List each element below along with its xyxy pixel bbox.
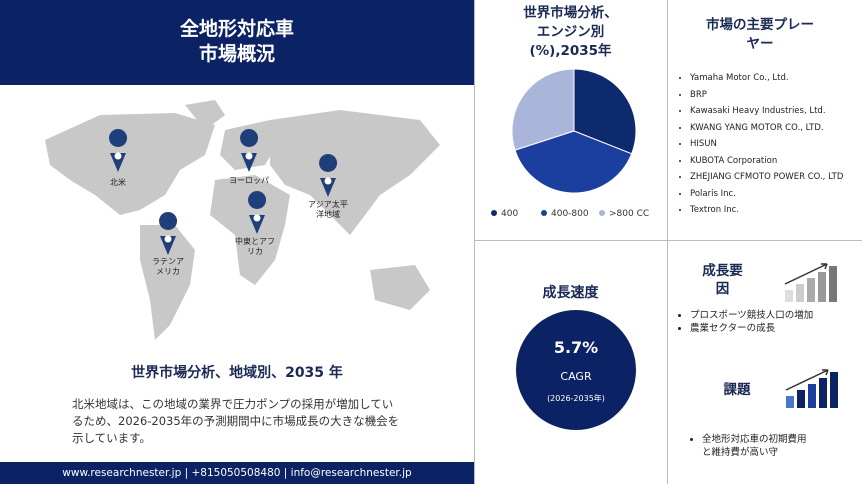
growth-title: 成長要因 bbox=[702, 263, 743, 297]
north-america bbox=[45, 113, 215, 215]
pin bbox=[319, 154, 338, 197]
player: Yamaha Motor Co., Ltd. bbox=[690, 70, 858, 87]
pin bbox=[159, 212, 178, 255]
pin bbox=[240, 129, 259, 172]
player: KWANG YANG MOTOR CO., LTD. bbox=[690, 120, 858, 137]
map-caption: 世界市場分析、地域別、2035 年 bbox=[131, 365, 343, 381]
cagr-label: CAGR bbox=[560, 370, 592, 383]
player: HISUN bbox=[690, 136, 858, 153]
pie-slice bbox=[514, 130, 633, 194]
greenland bbox=[185, 100, 225, 130]
growth-icon bbox=[784, 263, 837, 302]
region-label: 中東とアフリカ bbox=[235, 237, 275, 256]
player: KUBOTA Corporation bbox=[690, 153, 858, 170]
south-america bbox=[140, 225, 195, 340]
players-list: Yamaha Motor Co., Ltd.BRPKawasaki Heavy … bbox=[678, 70, 858, 219]
region-label: ラテンアメリカ bbox=[152, 257, 184, 276]
challenges-title: 課題 bbox=[723, 382, 751, 398]
player: BRP bbox=[690, 87, 858, 104]
cagr-title: 成長速度 bbox=[542, 285, 599, 301]
region-label: アジア太平洋地域 bbox=[308, 200, 348, 219]
pin-holes bbox=[114, 152, 332, 243]
cagr-circle bbox=[516, 310, 636, 430]
markers bbox=[109, 129, 338, 255]
chart-title-line: (%),2035年 bbox=[529, 43, 612, 59]
region-label: ヨーロッパ bbox=[229, 176, 269, 185]
pie-slice bbox=[573, 68, 637, 155]
player: Textron Inc. bbox=[690, 202, 858, 219]
header: 全地形対応車 市場概況 bbox=[0, 0, 474, 85]
pin bbox=[248, 191, 267, 234]
cagr-value: 5.7% bbox=[553, 338, 599, 357]
challenge: 全地形対応車の初期費用と維持費が高い守 bbox=[702, 434, 810, 459]
pin bbox=[109, 129, 128, 172]
player: Polaris Inc. bbox=[690, 186, 858, 203]
cagr-period: (2026-2035年) bbox=[547, 394, 605, 403]
legend-swatch bbox=[491, 210, 497, 216]
legend-swatch bbox=[599, 210, 605, 216]
growth-list: プロスポーツ競技人口の増加農業セクターの成長 bbox=[678, 310, 858, 335]
chart-title-line: エンジン別 bbox=[536, 24, 605, 40]
region-label: 北米 bbox=[110, 178, 126, 187]
legend-label: 400-800 bbox=[551, 209, 589, 219]
player: Kawasaki Heavy Industries, Ltd. bbox=[690, 103, 858, 120]
asia bbox=[270, 110, 440, 235]
header-subtitle: 市場概況 bbox=[198, 43, 275, 65]
growth-factor: プロスポーツ競技人口の増加 bbox=[690, 310, 858, 323]
growth-factor: 農業セクターの成長 bbox=[690, 323, 858, 336]
challenges-icon bbox=[785, 369, 838, 408]
chart-title: 世界市場分析、 エンジン別 (%),2035年 bbox=[474, 4, 667, 61]
africa bbox=[210, 175, 290, 285]
chart-title-line: 世界市場分析、 bbox=[523, 5, 618, 21]
australia bbox=[370, 265, 430, 310]
divider bbox=[474, 240, 862, 241]
player: ZHEJIANG CFMOTO POWER CO., LTD bbox=[690, 169, 858, 186]
legend-label: 400 bbox=[501, 209, 518, 219]
header-title: 全地形対応車 bbox=[179, 18, 294, 40]
legend-label: >800 CC bbox=[609, 209, 649, 219]
pie-chart: 400 400-800 >800 CC bbox=[491, 68, 649, 219]
divider bbox=[667, 0, 668, 484]
legend-swatch bbox=[541, 210, 547, 216]
players-title: 市場の主要プレーヤー bbox=[706, 17, 814, 52]
pie-slice bbox=[511, 68, 575, 151]
world-map bbox=[45, 100, 440, 340]
map-description: 北米地域は、この地域の業界で圧力ポンプの採用が増加しているため、2026-203… bbox=[72, 397, 400, 445]
divider bbox=[474, 0, 475, 484]
challenges-list: 全地形対応車の初期費用と維持費が高い守 bbox=[690, 434, 810, 459]
continents bbox=[45, 100, 440, 340]
footer: www.researchnester.jp | +815050508480 | … bbox=[0, 462, 474, 484]
